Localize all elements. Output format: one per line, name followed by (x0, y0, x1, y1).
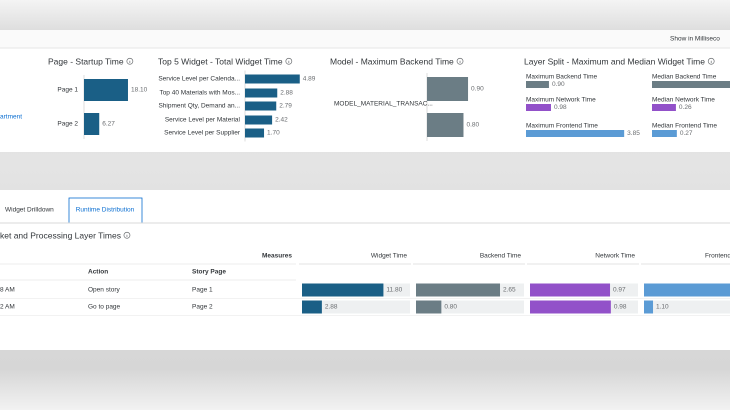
info-icon (123, 231, 131, 239)
bar-value: 0.90 (552, 81, 565, 88)
bar-value: 18.10 (131, 87, 148, 94)
bar-value: 0.80 (466, 122, 479, 129)
bar-label: Median Backend Time (652, 74, 717, 81)
bar-label: Maximum Frontend Time (526, 123, 598, 130)
bar-value: 2.88 (280, 90, 293, 97)
column-header: Frontend (705, 253, 730, 260)
cell-action: Go to page (88, 304, 121, 311)
bar-label: Maximum Backend Time (526, 74, 598, 81)
bar-label: MODEL_MATERIAL_TRANSAC... (334, 101, 433, 108)
bar-value: 2.42 (275, 117, 288, 124)
info-icon (707, 57, 715, 65)
panel-title: Page - Startup Time (48, 56, 124, 66)
bar (652, 130, 677, 137)
dim-header: Action (88, 269, 108, 276)
bar (427, 77, 469, 101)
dim-header: Story Page (192, 269, 226, 276)
bar-label: Median Frontend Time (652, 123, 717, 130)
bar (302, 283, 384, 297)
measures-header: Measures (262, 253, 292, 260)
bar (245, 74, 300, 84)
bar (427, 113, 464, 137)
table-title: ket and Processing Layer Times (0, 230, 121, 240)
bar-label: Top 40 Materials with Mos... (159, 90, 240, 97)
cell-time: 8 AM (0, 287, 15, 294)
bar-label: Service Level per Calenda... (158, 76, 240, 83)
bar-label: Page 1 (57, 87, 78, 94)
bar (526, 81, 549, 88)
bar-value: 0.80 (444, 304, 457, 311)
bar-value: 1.10 (656, 304, 669, 311)
cell-background (644, 300, 730, 314)
toggle-label[interactable]: Show in Milliseco (670, 36, 720, 43)
bar-value: 0.27 (680, 130, 693, 137)
bar (245, 101, 277, 111)
cell-action: Open story (88, 287, 121, 294)
bar (416, 300, 442, 314)
bar-value: 0.26 (679, 104, 692, 111)
cell-page: Page 1 (192, 287, 213, 294)
bar-value: 0.97 (613, 287, 626, 294)
bar-clipped (644, 283, 730, 297)
left-fragment: artment (0, 114, 22, 121)
bar-label: Median Network Time (652, 97, 715, 104)
column-header: Widget Time (371, 253, 408, 260)
bar (652, 104, 676, 111)
bar (245, 115, 273, 125)
bar-value: 2.88 (325, 304, 338, 311)
bar (302, 300, 322, 314)
bar-value: 2.79 (279, 103, 292, 110)
bar-clipped (652, 81, 730, 88)
bar (245, 88, 278, 98)
bar-value: 6.27 (102, 121, 115, 128)
bar (245, 128, 265, 138)
panel-title: Model - Maximum Backend Time (330, 56, 454, 66)
bar-label: Maximum Network Time (526, 97, 596, 104)
bar (84, 79, 128, 101)
bar (530, 300, 611, 314)
bar (416, 283, 501, 297)
cell-time: 2 AM (0, 304, 15, 311)
column-header: Backend Time (480, 253, 522, 260)
bar-value: 3.85 (627, 130, 640, 137)
panel-title: Top 5 Widget - Total Widget Time (158, 56, 283, 66)
bar (644, 300, 654, 314)
bar-label: Service Level per Supplier (164, 130, 241, 137)
bar-value: 0.98 (554, 104, 567, 111)
bar-value: 2.65 (503, 287, 516, 294)
tab-active[interactable]: Runtime Distribution (76, 207, 135, 214)
bar-label: Shipment Qty, Demand an... (158, 103, 240, 110)
bar-label: Service Level per Material (165, 117, 241, 124)
info-icon (456, 57, 464, 65)
bar (530, 283, 611, 297)
panel-title: Layer Split - Maximum and Median Widget … (524, 56, 705, 66)
tab-active-frame (68, 197, 143, 224)
bar-value: 0.98 (614, 304, 627, 311)
cell-background (416, 300, 524, 314)
bar-label: Page 2 (57, 121, 78, 128)
info-icon (126, 57, 134, 65)
column-header: Network Time (595, 253, 635, 260)
bar (526, 104, 551, 111)
bar (526, 130, 625, 137)
info-icon (285, 57, 293, 65)
tab[interactable]: Widget Drilldown (5, 207, 54, 214)
toolbar (0, 30, 730, 48)
bar-value: 0.90 (471, 86, 484, 93)
cell-background (302, 300, 410, 314)
bar (84, 113, 100, 135)
bar-value: 1.70 (267, 130, 280, 137)
bar-value: 11.80 (386, 287, 402, 294)
bar-value: 4.89 (303, 76, 316, 83)
cell-page: Page 2 (192, 304, 213, 311)
